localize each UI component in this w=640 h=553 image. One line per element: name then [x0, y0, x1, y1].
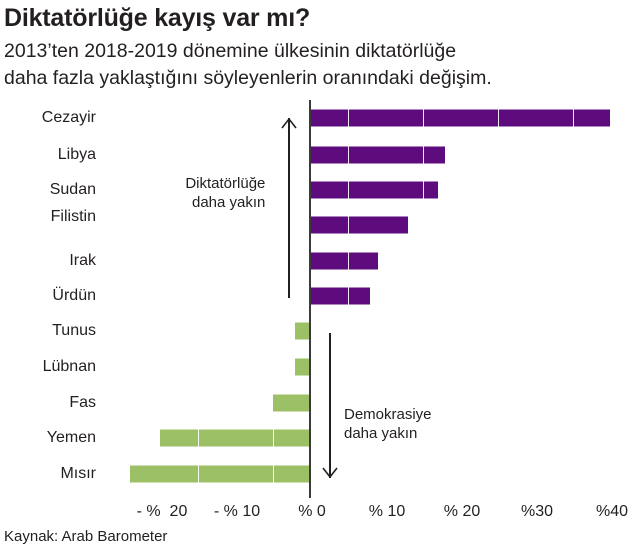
- bar-libya: [310, 146, 445, 164]
- country-label: Ürdün: [52, 287, 96, 304]
- bar-filistin: [310, 216, 408, 234]
- annotation-up-line-1: Diktatörlüğe: [185, 175, 266, 192]
- x-tick-label: % 0: [298, 503, 326, 520]
- bar-gridline: [422, 181, 424, 199]
- bar-gridline: [572, 109, 574, 127]
- x-tick-label: - % 10: [213, 503, 261, 520]
- bar-gridline: [347, 252, 349, 270]
- subtitle-line-1: 2013’ten 2018-2019 dönemine ülkesinin di…: [4, 40, 457, 62]
- down-arrow-icon: [329, 333, 331, 478]
- bar-tunus: [295, 322, 310, 340]
- chart-title: Diktatörlüğe kayış var mı?: [4, 4, 311, 32]
- subtitle-line-2: daha fazla yaklaştığını söyleyenlerin or…: [4, 67, 492, 89]
- x-tick-label: %30: [520, 503, 554, 520]
- bar-gridline: [422, 146, 424, 164]
- bar-lübnan: [295, 358, 310, 376]
- annotation-democracy: Demokrasiye daha yakın: [344, 405, 432, 443]
- bar-gridline: [272, 429, 274, 447]
- bar-gridline: [347, 109, 349, 127]
- bar-gridline: [422, 109, 424, 127]
- country-label: Cezayir: [41, 109, 96, 126]
- bar-irak: [310, 252, 378, 270]
- x-tick-label: %40: [595, 503, 629, 520]
- chart-subtitle: 2013’ten 2018-2019 dönemine ülkesinin di…: [4, 38, 634, 92]
- down-arrowhead-icon: [322, 467, 338, 479]
- up-arrowhead-icon: [281, 117, 297, 129]
- bar-gridline: [347, 146, 349, 164]
- x-tick-label: - % 20: [136, 503, 188, 520]
- country-label: Libya: [57, 146, 96, 163]
- zero-axis-line: [309, 100, 311, 498]
- bar-gridline: [272, 465, 274, 483]
- country-label: Tunus: [52, 322, 96, 339]
- bar-ürdün: [310, 287, 370, 305]
- country-label: Sudan: [49, 181, 96, 198]
- source-note: Kaynak: Arab Barometer: [4, 528, 168, 545]
- country-label: Yemen: [46, 429, 96, 446]
- bar-mısır: [130, 465, 310, 483]
- bar-fas: [272, 394, 310, 412]
- bar-gridline: [347, 287, 349, 305]
- bar-gridline: [347, 181, 349, 199]
- bar-gridline: [347, 216, 349, 234]
- bar-yemen: [160, 429, 310, 447]
- country-label: Mısır: [60, 465, 96, 482]
- bar-gridline: [497, 109, 499, 127]
- annotation-dictatorship: Diktatörlüğe daha yakın: [184, 174, 265, 212]
- annotation-up-line-2: daha yakın: [192, 194, 266, 211]
- bar-cezayir: [310, 109, 610, 127]
- x-tick-label: % 20: [443, 503, 481, 520]
- up-arrow-icon: [288, 118, 290, 298]
- annotation-down-line-1: Demokrasiye: [344, 406, 432, 423]
- bar-gridline: [197, 429, 199, 447]
- bar-sudan: [310, 181, 438, 199]
- bar-gridline: [197, 465, 199, 483]
- country-label: Lübnan: [42, 358, 96, 375]
- country-label: Filistin: [50, 208, 96, 225]
- x-tick-label: % 10: [368, 503, 406, 520]
- annotation-down-line-2: daha yakın: [344, 425, 418, 442]
- country-label: Fas: [69, 394, 96, 411]
- country-label: Irak: [69, 252, 96, 269]
